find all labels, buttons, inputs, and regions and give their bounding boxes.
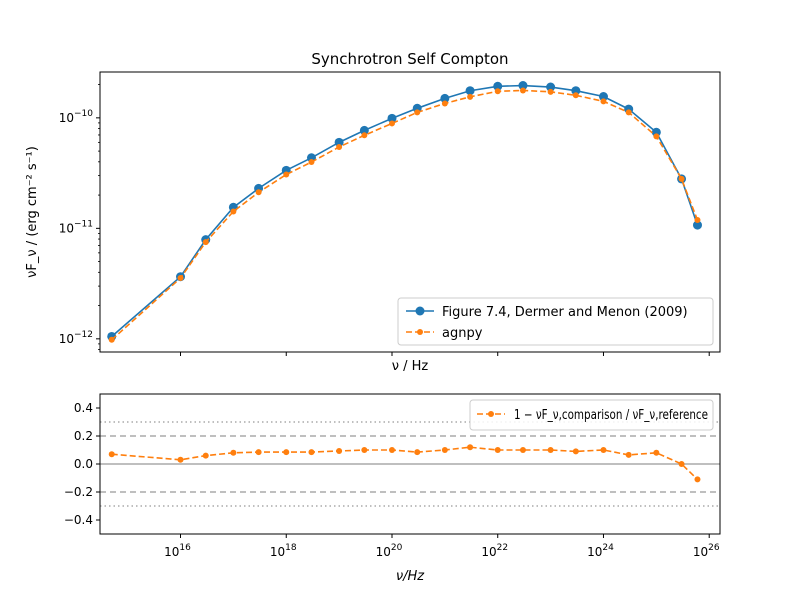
y-tick-label: 0.4 [74,401,93,415]
sed-axes-frame [99,71,721,353]
deviation-point [230,449,237,456]
deviation-point [336,447,343,454]
data-point-reference [334,137,344,147]
deviation-point [694,476,701,483]
deviation-point [361,447,368,453]
deviation-point [678,461,685,467]
deviation-point [255,449,262,456]
data-point-agnpy [361,132,368,139]
data-point-agnpy [283,171,290,178]
data-point-reference [493,81,503,91]
series-line-reference [111,84,699,338]
data-point-agnpy [414,109,421,116]
data-point-reference [387,113,397,123]
deviation-point [519,447,526,453]
data-point-reference [692,220,702,230]
deviation-point [600,447,607,453]
data-point-reference [359,125,369,135]
legend-marker-agnpy [417,329,423,335]
deviation-point [467,444,474,451]
y-tick-label: −0.4 [64,513,93,527]
deviation-point [283,449,290,456]
deviation-point [625,451,632,458]
data-point-agnpy [625,109,632,116]
data-point-agnpy [177,275,184,282]
deviation-panel: 1016 1018 1020 1022 1024 10260.40.20.0−0.2−0.… [64,393,721,584]
deviation-point [202,452,209,459]
legend-label-reference: Figure 7.4, Dermer and Menon (2009) [442,305,688,320]
data-point-reference [440,93,450,103]
data-point-agnpy [441,100,448,107]
legend-marker-deviation [488,411,494,417]
deviation-point [494,447,501,453]
sed-panel: Synchrotron Self Compton 10−1210−1110−10… [25,50,721,374]
y-tick-label: 0.2 [74,429,93,443]
deviation-point [414,449,421,456]
deviation-point [653,449,660,456]
sed-curves [107,81,702,343]
deviation-point [388,447,395,453]
data-point-agnpy [467,93,474,100]
deviation-point [441,447,448,453]
data-point-agnpy [678,175,685,182]
data-point-reference [571,86,581,96]
deviation-point [108,451,115,458]
data-point-agnpy [108,336,115,343]
data-point-reference [598,92,608,102]
deviation-point [308,449,315,456]
deviation-x-axis-label: ν/Hz [396,569,425,584]
data-point-agnpy [519,87,526,94]
deviation-point [572,448,579,455]
data-point-agnpy [653,133,660,140]
data-point-agnpy [255,189,262,196]
legend-label-agnpy: agnpy [442,326,483,341]
chart-title: Synchrotron Self Compton [311,50,508,68]
data-point-reference [546,82,556,92]
deviation-line [111,446,699,480]
data-point-agnpy [202,239,209,246]
sed-x-axis-label: ν / Hz [392,359,429,374]
data-point-agnpy [308,159,315,166]
deviation-legend: 1 − νF_ν,comparison / νF_ν,reference [469,399,714,431]
data-point-agnpy [494,88,501,95]
deviation-curve [108,444,701,483]
deviation-point [177,456,184,463]
data-point-reference [465,86,475,96]
deviation-axes-frame [99,393,721,535]
legend-marker-reference [415,306,425,316]
legend-label-deviation: 1 − νF_ν,comparison / νF_ν,reference [514,408,708,423]
data-point-agnpy [336,143,343,150]
sed-legend-box [397,297,714,346]
series-line-agnpy [111,89,699,341]
deviation-legend-box [469,399,714,431]
data-point-agnpy [547,88,554,95]
data-point-agnpy [572,92,579,99]
data-point-agnpy [388,120,395,127]
deviation-reference-lines [100,421,720,507]
deviation-point [547,447,554,453]
sed-y-axis-label: νF_ν / (erg cm⁻² s⁻¹) [25,146,40,278]
y-tick-label: −0.2 [64,485,93,499]
data-point-agnpy [600,98,607,105]
sed-legend: Figure 7.4, Dermer and Menon (2009) agnp… [397,297,714,346]
y-tick-label: 0.0 [74,457,93,471]
data-point-agnpy [694,216,701,223]
data-point-agnpy [230,208,237,215]
data-point-reference [518,81,528,91]
